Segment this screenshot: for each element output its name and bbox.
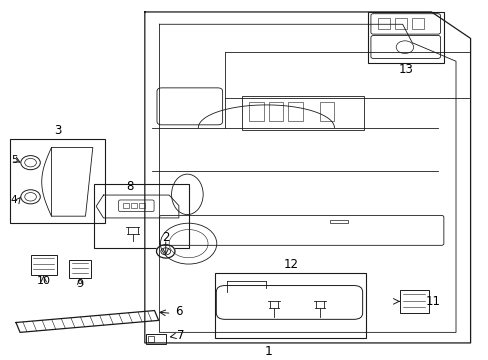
Polygon shape bbox=[51, 148, 93, 216]
Text: 5: 5 bbox=[11, 155, 18, 165]
Bar bbox=[215, 273, 366, 338]
Text: 13: 13 bbox=[398, 63, 413, 76]
Bar bbox=[411, 18, 424, 29]
Text: 1: 1 bbox=[264, 345, 272, 358]
FancyBboxPatch shape bbox=[146, 334, 165, 344]
Text: 4: 4 bbox=[11, 195, 18, 205]
Circle shape bbox=[21, 156, 40, 170]
FancyBboxPatch shape bbox=[30, 255, 57, 275]
Text: 10: 10 bbox=[37, 276, 51, 286]
Bar bbox=[148, 336, 154, 342]
FancyBboxPatch shape bbox=[399, 290, 428, 313]
Bar bbox=[268, 102, 283, 121]
Bar bbox=[287, 102, 302, 121]
Text: 9: 9 bbox=[77, 279, 83, 289]
Text: 3: 3 bbox=[54, 125, 61, 138]
Text: 8: 8 bbox=[126, 180, 134, 193]
Bar bbox=[94, 184, 188, 248]
Bar bbox=[394, 18, 407, 29]
Polygon shape bbox=[144, 12, 469, 343]
Bar bbox=[131, 203, 137, 208]
Bar bbox=[368, 12, 443, 63]
Circle shape bbox=[21, 190, 40, 204]
Polygon shape bbox=[96, 195, 179, 218]
Circle shape bbox=[156, 245, 175, 258]
Bar bbox=[123, 203, 129, 208]
Bar bbox=[377, 18, 389, 29]
Bar bbox=[249, 102, 264, 121]
Bar bbox=[242, 96, 363, 130]
Text: 12: 12 bbox=[283, 258, 298, 271]
Text: 2: 2 bbox=[162, 231, 169, 244]
Text: 7: 7 bbox=[176, 329, 183, 342]
Polygon shape bbox=[16, 311, 158, 332]
Text: 6: 6 bbox=[175, 305, 182, 319]
Bar bbox=[329, 220, 347, 224]
Bar bbox=[319, 102, 334, 121]
Bar bbox=[139, 203, 144, 208]
FancyBboxPatch shape bbox=[69, 260, 91, 278]
Bar bbox=[10, 139, 105, 223]
Text: 11: 11 bbox=[425, 295, 440, 308]
